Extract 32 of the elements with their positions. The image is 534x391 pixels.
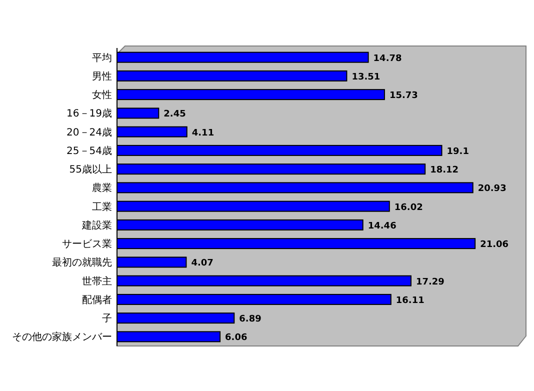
- y-tick-label: 世帯主: [82, 275, 112, 288]
- y-tick-label: その他の家族メンバー: [12, 331, 112, 344]
- data-label: 15.73: [389, 91, 418, 102]
- y-tick-label: 男性: [92, 70, 112, 82]
- data-label: 6.89: [239, 314, 262, 325]
- y-tick-label: 配偶者: [82, 294, 112, 306]
- y-tick-label: 女性: [92, 89, 112, 102]
- data-label: 19.1: [446, 146, 469, 157]
- data-label: 14.78: [373, 54, 402, 64]
- y-tick-label: 最初の就職先: [52, 256, 112, 269]
- y-tick-label: 工業: [92, 200, 112, 213]
- y-tick-label: サービス業: [62, 238, 112, 250]
- data-label: 6.06: [225, 333, 248, 344]
- data-label: 20.93: [478, 184, 506, 194]
- y-tick-label: 20－24歳: [66, 126, 112, 138]
- y-tick-label: 子: [102, 314, 112, 325]
- data-label: 21.06: [480, 240, 509, 250]
- data-label: 18.12: [430, 166, 459, 176]
- data-label: 17.29: [416, 277, 444, 288]
- y-tick-label: 16－19歳: [66, 108, 112, 120]
- data-label: 4.07: [191, 258, 214, 269]
- y-tick-label: 農業: [92, 182, 112, 194]
- data-label: 4.11: [192, 128, 214, 138]
- data-label: 14.46: [368, 221, 396, 232]
- y-tick-label: 25－54歳: [66, 144, 112, 157]
- y-tick-label: 建設業: [81, 219, 112, 232]
- data-label: 16.02: [394, 202, 423, 213]
- data-label: 13.51: [352, 72, 380, 82]
- data-label: 2.45: [164, 110, 186, 120]
- data-label: 16.11: [396, 296, 424, 306]
- y-tick-label: 平均: [92, 52, 112, 64]
- y-tick-label: 55歳以上: [69, 164, 112, 176]
